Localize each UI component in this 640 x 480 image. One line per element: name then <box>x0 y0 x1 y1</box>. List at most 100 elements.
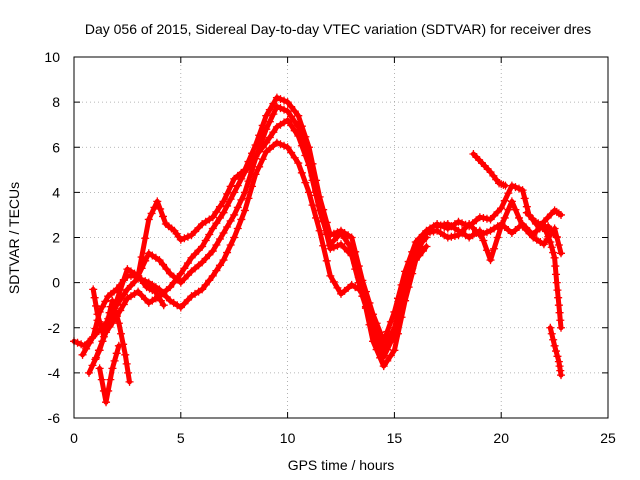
series-trace <box>135 273 167 308</box>
data-point <box>262 138 271 147</box>
data-point <box>159 260 167 269</box>
data-point <box>223 222 232 231</box>
data-point <box>233 203 242 212</box>
data-point <box>500 213 509 222</box>
data-point <box>290 153 299 162</box>
data-point <box>173 274 182 283</box>
series-track-5 <box>89 285 134 386</box>
data-point <box>550 253 559 262</box>
data-point <box>547 243 556 252</box>
data-point <box>223 189 232 198</box>
data-point <box>347 244 356 253</box>
data-point <box>112 349 121 358</box>
data-point <box>287 148 296 157</box>
data-point <box>555 308 564 317</box>
data-point <box>404 283 413 292</box>
data-point <box>280 105 289 114</box>
data-point <box>155 256 164 265</box>
data-point <box>315 226 324 235</box>
data-point <box>518 222 527 231</box>
data-point <box>155 285 164 294</box>
y-tick-label: -4 <box>48 365 61 381</box>
data-point <box>82 344 91 353</box>
data-point <box>337 228 345 237</box>
data-point <box>461 220 470 229</box>
x-tick-label: 25 <box>600 430 616 446</box>
data-point <box>198 285 207 294</box>
data-point <box>504 205 513 214</box>
data-point <box>191 227 200 236</box>
data-point <box>73 338 82 347</box>
data-point <box>287 112 296 121</box>
data-point <box>226 182 235 191</box>
data-point <box>315 206 324 215</box>
y-tick-label: 2 <box>52 230 60 246</box>
data-point <box>365 320 374 329</box>
data-point <box>97 325 106 334</box>
data-point <box>557 371 566 380</box>
data-point <box>486 215 495 224</box>
data-point <box>255 147 264 156</box>
data-point <box>294 131 303 140</box>
data-point <box>329 277 338 286</box>
data-point <box>443 233 452 242</box>
data-point <box>248 157 256 166</box>
data-point <box>237 195 246 204</box>
data-point <box>258 143 267 152</box>
data-point <box>383 356 392 365</box>
data-point <box>262 111 271 120</box>
data-point <box>180 274 189 283</box>
data-point <box>205 230 214 239</box>
data-point <box>552 270 561 279</box>
data-point <box>393 294 402 303</box>
x-tick-label: 0 <box>70 430 78 446</box>
data-point <box>122 359 131 368</box>
data-point <box>99 332 108 341</box>
data-point <box>539 222 548 231</box>
data-point <box>169 278 178 287</box>
data-point <box>294 111 303 120</box>
data-point <box>244 177 253 186</box>
data-point <box>358 287 367 296</box>
data-point <box>191 250 200 259</box>
data-point <box>539 240 548 249</box>
data-point <box>500 196 509 205</box>
data-point <box>255 131 264 140</box>
x-axis-label: GPS time / hours <box>288 457 395 473</box>
data-point <box>97 375 106 384</box>
data-point <box>198 258 207 267</box>
data-point <box>554 241 563 250</box>
data-point <box>108 296 117 305</box>
data-point <box>557 323 566 332</box>
data-point <box>114 341 123 350</box>
data-point <box>89 332 98 341</box>
data-point <box>212 241 221 250</box>
data-point <box>322 256 331 265</box>
data-point <box>114 319 123 328</box>
data-point <box>108 364 117 373</box>
data-point <box>440 220 449 229</box>
data-point <box>551 262 560 271</box>
data-point <box>554 357 563 366</box>
data-point <box>351 259 360 268</box>
data-point <box>301 178 310 187</box>
data-point <box>119 275 128 284</box>
data-point <box>123 285 132 294</box>
data-point <box>283 98 292 107</box>
data-point <box>219 228 228 237</box>
x-tick-label: 10 <box>280 430 296 446</box>
data-point <box>215 261 224 270</box>
data-point <box>116 286 125 295</box>
data-point <box>340 234 349 243</box>
data-point <box>552 347 561 356</box>
grid-layer <box>74 57 608 418</box>
data-point <box>433 222 442 231</box>
data-point <box>546 323 555 332</box>
data-point <box>283 143 292 152</box>
data-point <box>554 293 563 302</box>
data-point <box>386 351 395 360</box>
data-point <box>501 181 510 190</box>
data-point <box>162 265 171 274</box>
data-point <box>547 329 556 338</box>
